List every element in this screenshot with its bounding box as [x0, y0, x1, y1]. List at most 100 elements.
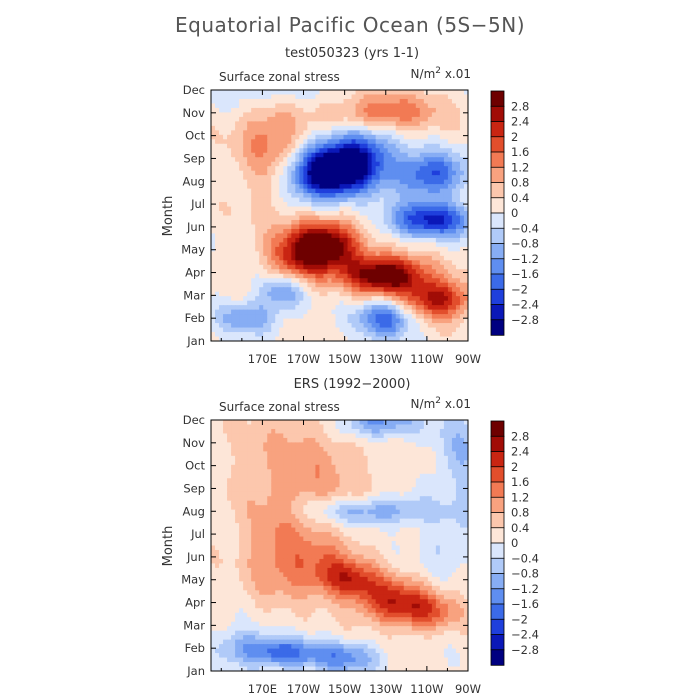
contour-cell: [255, 215, 260, 221]
contour-cell: [259, 175, 264, 181]
contour-cell: [447, 451, 453, 457]
contour-cell: [291, 179, 296, 185]
contour-cell: [331, 420, 337, 426]
contour-cell: [355, 273, 361, 279]
contour-cell: [407, 323, 413, 329]
contour-cell: [311, 509, 317, 515]
contour-cell: [443, 323, 449, 329]
contour-cell: [295, 148, 300, 154]
contour-cell: [383, 237, 389, 243]
contour-cell: [303, 116, 308, 122]
contour-cell: [463, 112, 468, 118]
contour-cell: [427, 260, 433, 266]
contour-cell: [271, 143, 276, 149]
contour-cell: [351, 260, 357, 266]
contour-cell: [431, 197, 437, 203]
contour-cell: [235, 125, 240, 131]
contour-cell: [367, 125, 373, 131]
contour-cell: [311, 152, 317, 158]
contour-cell: [271, 260, 276, 266]
contour-cell: [371, 166, 377, 172]
contour-cell: [287, 166, 292, 172]
contour-cell: [371, 442, 377, 448]
contour-cell: [447, 237, 453, 243]
contour-cell: [279, 451, 284, 457]
contour-cell: [367, 460, 373, 466]
contour-cell: [451, 305, 457, 311]
contour-cell: [439, 184, 445, 190]
contour-cell: [235, 464, 240, 470]
contour-cell: [351, 433, 357, 439]
contour-cell: [247, 278, 252, 284]
contour-cell: [383, 487, 389, 493]
contour-cell: [331, 255, 337, 261]
contour-cell: [383, 428, 389, 435]
contour-cell: [315, 469, 321, 475]
contour-cell: [275, 125, 280, 131]
contour-cell: [327, 143, 333, 149]
contour-cell: [323, 278, 329, 284]
contour-cell: [359, 420, 365, 426]
contour-cell: [251, 130, 256, 136]
contour-cell: [267, 237, 272, 243]
contour-cell: [227, 442, 232, 448]
contour-cell: [383, 505, 389, 511]
contour-cell: [255, 170, 260, 176]
contour-cell: [363, 130, 369, 136]
contour-cell: [375, 282, 381, 288]
contour-cell: [263, 175, 268, 181]
contour-cell: [303, 90, 308, 96]
contour-cell: [279, 496, 284, 502]
contour-cell: [323, 134, 329, 140]
contour-cell: [427, 442, 433, 448]
contour-cell: [415, 278, 421, 284]
contour-cell: [459, 188, 465, 194]
contour-cell: [327, 103, 333, 109]
contour-cell: [379, 166, 385, 172]
contour-cell: [223, 242, 228, 248]
contour-cell: [323, 318, 329, 324]
contour-cell: [463, 260, 468, 266]
contour-cell: [355, 487, 361, 493]
contour-cell: [439, 305, 445, 311]
contour-cell: [331, 121, 337, 127]
contour-cell: [299, 451, 304, 457]
contour-cell: [415, 166, 421, 172]
y-tick-label: Apr: [185, 266, 205, 280]
contour-cell: [279, 437, 284, 444]
contour-cell: [455, 460, 461, 466]
contour-cell: [247, 246, 252, 252]
contour-cell: [311, 487, 317, 493]
contour-cell: [419, 336, 425, 341]
contour-cell: [295, 246, 300, 252]
contour-cell: [451, 255, 457, 261]
contour-cell: [335, 184, 341, 190]
contour-cell: [303, 464, 308, 470]
contour-cell: [343, 469, 349, 475]
contour-cell: [387, 482, 393, 488]
contour-cell: [255, 179, 260, 185]
contour-cell: [311, 98, 317, 105]
contour-cell: [315, 278, 321, 284]
contour-cell: [399, 500, 405, 506]
contour-cell: [243, 134, 248, 140]
contour-cell: [279, 500, 284, 506]
contour-cell: [235, 215, 240, 221]
contour-cell: [307, 202, 312, 208]
contour-cell: [331, 496, 337, 502]
contour-cell: [355, 291, 361, 297]
contour-cell: [391, 255, 397, 261]
contour-cell: [419, 193, 425, 199]
contour-cell: [339, 314, 345, 320]
contour-cell: [455, 332, 461, 338]
contour-cell: [403, 152, 409, 158]
contour-cell: [259, 336, 264, 341]
contour-cell: [287, 327, 292, 333]
contour-cell: [275, 282, 280, 288]
contour-cell: [359, 269, 365, 275]
contour-cell: [443, 184, 449, 190]
contour-cell: [371, 318, 377, 324]
contour-cell: [407, 246, 413, 252]
contour-cell: [259, 130, 264, 136]
contour-cell: [335, 148, 341, 154]
